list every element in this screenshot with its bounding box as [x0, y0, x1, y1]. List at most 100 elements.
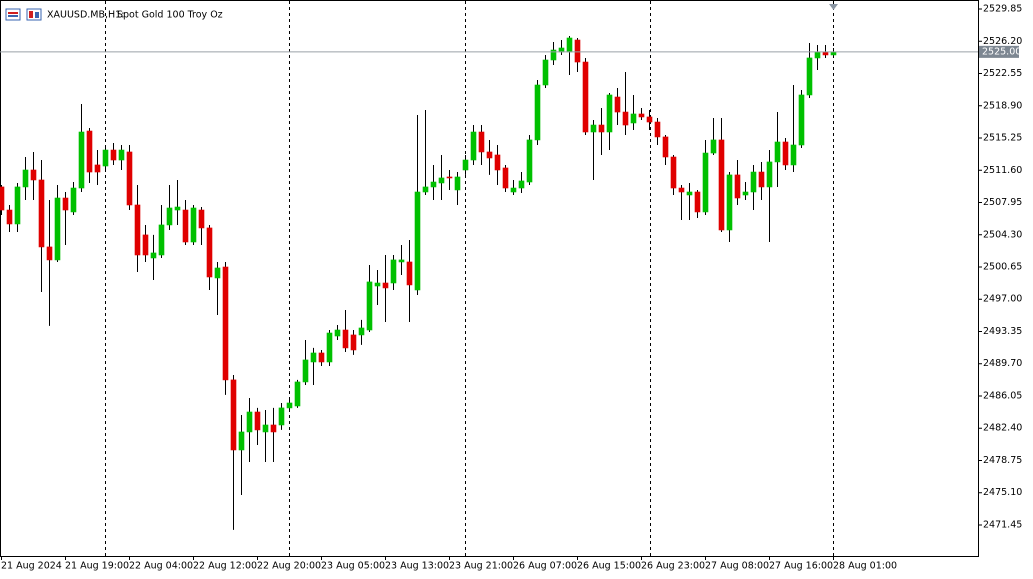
x-tick-label: 27 Aug 08:00 [705, 561, 769, 572]
period-separators [105, 1, 834, 556]
y-tick-label: 2511.60 [983, 165, 1022, 176]
candle-body [294, 381, 301, 407]
candle-body [406, 261, 413, 286]
shift-marker [829, 4, 838, 10]
candle-body [478, 131, 485, 153]
candle-body [318, 352, 325, 363]
x-tick-label: 26 Aug 15:00 [577, 561, 641, 572]
candle-body [302, 359, 309, 383]
candle-body [254, 411, 261, 431]
candle-body [438, 177, 445, 184]
candle-body [134, 204, 141, 256]
price-label: 2525.00 [982, 46, 1021, 57]
candle-body [646, 116, 653, 123]
y-tick-label: 2497.00 [983, 294, 1022, 305]
icon-part [8, 15, 18, 17]
x-tick-label: 27 Aug 16:00 [769, 561, 833, 572]
candle-body [694, 191, 701, 213]
candle-body [110, 149, 117, 161]
y-tick-label: 2526.20 [983, 36, 1022, 47]
candle-body [678, 187, 685, 193]
candle-body [374, 282, 381, 287]
candle-body [54, 197, 61, 261]
candle-body [150, 252, 157, 259]
candle-body [534, 84, 541, 141]
y-tick-label: 2500.65 [983, 262, 1022, 273]
candle-body [174, 206, 181, 211]
candle-body [270, 424, 277, 433]
candle-body [614, 96, 621, 113]
candle-body [462, 159, 469, 171]
candle-body [774, 141, 781, 163]
toolbar-icons [5, 8, 42, 21]
x-tick-label: 22 Aug 12:00 [193, 561, 257, 572]
candle-body [198, 209, 205, 229]
candle-body [158, 224, 165, 256]
y-tick-label: 2471.45 [983, 519, 1022, 530]
candle-body [486, 151, 493, 159]
y-tick-label: 2529.85 [983, 4, 1022, 15]
candle-body [670, 156, 677, 189]
candle-body [78, 131, 85, 189]
candle-body [262, 424, 269, 433]
x-tick-label: 21 Aug 19:00 [65, 561, 129, 572]
x-tick-label: 22 Aug 04:00 [129, 561, 193, 572]
candle-body [782, 141, 789, 166]
candle-body [494, 154, 501, 171]
candle-body [70, 187, 77, 213]
icon [5, 8, 21, 21]
y-tick-label: 2493.35 [983, 326, 1022, 337]
candle-body [382, 282, 389, 289]
candle-body [430, 181, 437, 188]
y-tick-label: 2489.70 [983, 358, 1022, 369]
candle-body [558, 47, 565, 53]
candle-body [470, 131, 477, 161]
x-tick-label: 21 Aug 2024 [1, 561, 62, 572]
y-tick-label: 2475.10 [983, 487, 1022, 498]
candle-body [582, 61, 589, 133]
candle-body [358, 327, 365, 336]
candle-body [366, 281, 373, 331]
candle-body [734, 174, 741, 199]
candle-body [38, 179, 45, 248]
chart-subtitle: Spot Gold 100 Troy Oz [117, 10, 223, 21]
y-tick-label: 2482.40 [983, 423, 1022, 434]
candle-body [94, 164, 101, 173]
candle-body [758, 171, 765, 188]
candle-body [718, 139, 725, 231]
candle-body [62, 197, 69, 211]
candle-body [126, 151, 133, 206]
candle-body [398, 259, 405, 263]
candle-body [46, 246, 53, 261]
candle-body [222, 266, 229, 381]
x-tick-label: 23 Aug 21:00 [449, 561, 513, 572]
candle-body [686, 191, 693, 196]
x-tick-label: 23 Aug 05:00 [321, 561, 385, 572]
candle-body [566, 37, 573, 53]
candle-body [230, 379, 237, 451]
candle-body [574, 39, 581, 63]
y-tick-label: 2478.75 [983, 455, 1022, 466]
candle-body [606, 94, 613, 133]
candle-body [310, 352, 317, 363]
candle-body [790, 144, 797, 166]
x-tick-label: 26 Aug 23:00 [641, 561, 705, 572]
candle-body [190, 207, 197, 243]
candle-body [510, 187, 517, 193]
candle-body [334, 329, 341, 337]
candle-body [206, 227, 213, 278]
price-label-box [979, 45, 1019, 58]
plot-area [0, 0, 979, 557]
y-tick-label: 2507.95 [983, 197, 1022, 208]
candle-body [422, 186, 429, 193]
candle-body [326, 332, 333, 363]
y-tick-label: 2518.90 [983, 100, 1022, 111]
candle-body [822, 51, 829, 56]
candle-body [766, 161, 773, 188]
icon-part [29, 11, 33, 18]
candle-body [638, 113, 645, 118]
icon-part [35, 12, 39, 18]
candle-body [454, 176, 461, 191]
